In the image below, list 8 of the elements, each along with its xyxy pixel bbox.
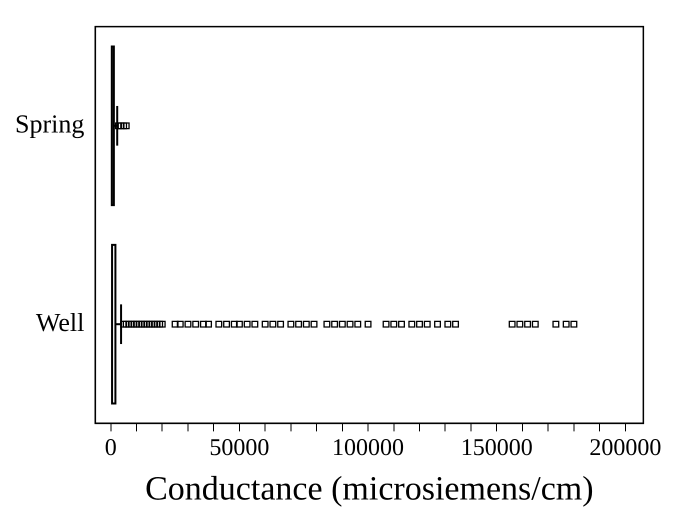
y-tick-label: Well [36, 308, 84, 338]
y-tick-label: Spring [15, 110, 84, 139]
x-tick-label: 100000 [332, 435, 404, 462]
x-tick-label: 150000 [460, 435, 533, 462]
x-tick-label: 50000 [209, 435, 270, 462]
x-tick-label: 0 [104, 435, 117, 462]
x-axis-title: Conductance (microsiemens/cm) [145, 470, 594, 508]
x-tick-label: 200000 [589, 435, 662, 462]
